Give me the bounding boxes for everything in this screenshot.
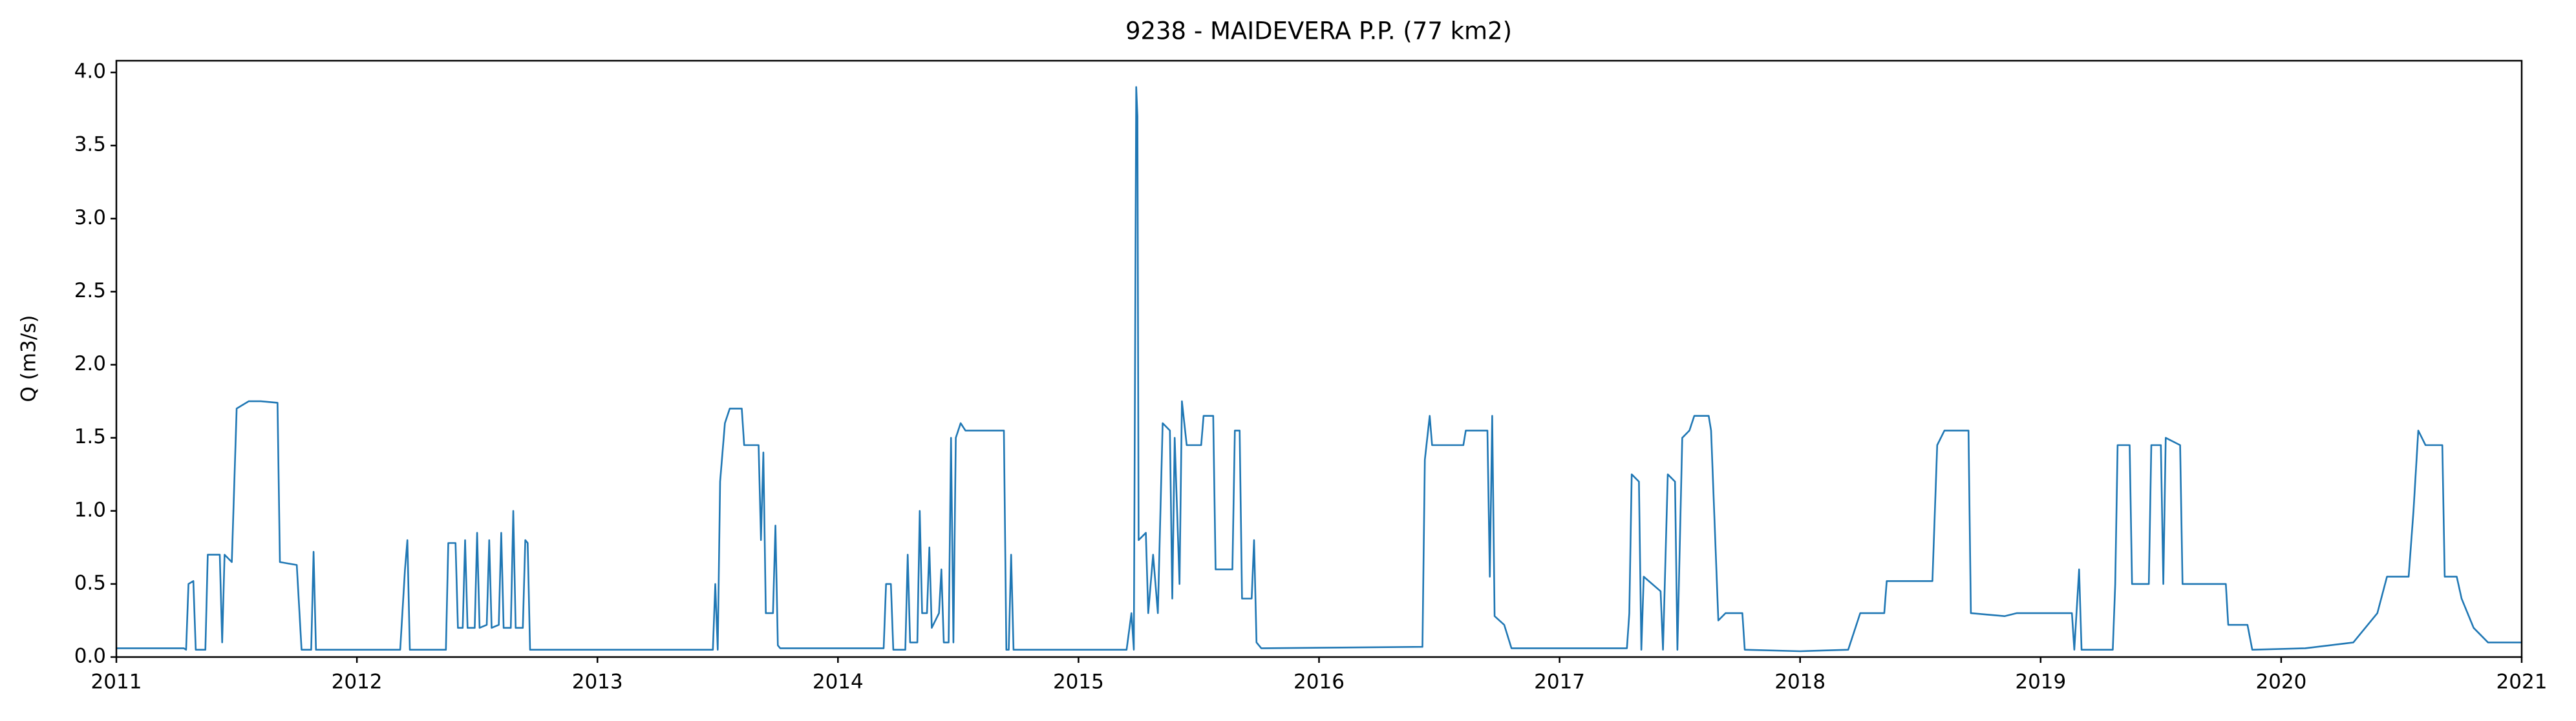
y-tick-label: 1.5 (74, 425, 106, 448)
x-tick-label: 2019 (2015, 671, 2066, 694)
x-tick-label: 2013 (572, 671, 623, 694)
y-tick-label: 2.0 (74, 352, 106, 375)
plot-frame (115, 59, 2523, 658)
x-tick-label: 2014 (813, 671, 864, 694)
y-tick-label: 3.0 (74, 206, 106, 229)
y-tick-label: 0.5 (74, 571, 106, 594)
x-tick-label: 2015 (1053, 671, 1104, 694)
x-tick-label: 2012 (332, 671, 383, 694)
data-line (116, 86, 2522, 653)
y-tick-label: 4.0 (74, 60, 106, 83)
y-tick-label: 2.5 (74, 279, 106, 302)
x-tick-label: 2017 (1534, 671, 1585, 694)
x-tick-label: 2011 (91, 671, 142, 694)
x-tick-label: 2020 (2255, 671, 2306, 694)
y-tick-label: 3.5 (74, 133, 106, 156)
x-tick-label: 2021 (2496, 671, 2548, 694)
y-axis-label: Q (m3/s) (17, 315, 41, 402)
y-tick-label: 0.0 (74, 645, 106, 668)
x-tick-label: 2016 (1293, 671, 1345, 694)
y-tick-label: 1.0 (74, 498, 106, 521)
x-tick-label: 2018 (1774, 671, 1826, 694)
chart-title: 9238 - MAIDEVERA P.P. (77 km2) (1125, 17, 1512, 45)
